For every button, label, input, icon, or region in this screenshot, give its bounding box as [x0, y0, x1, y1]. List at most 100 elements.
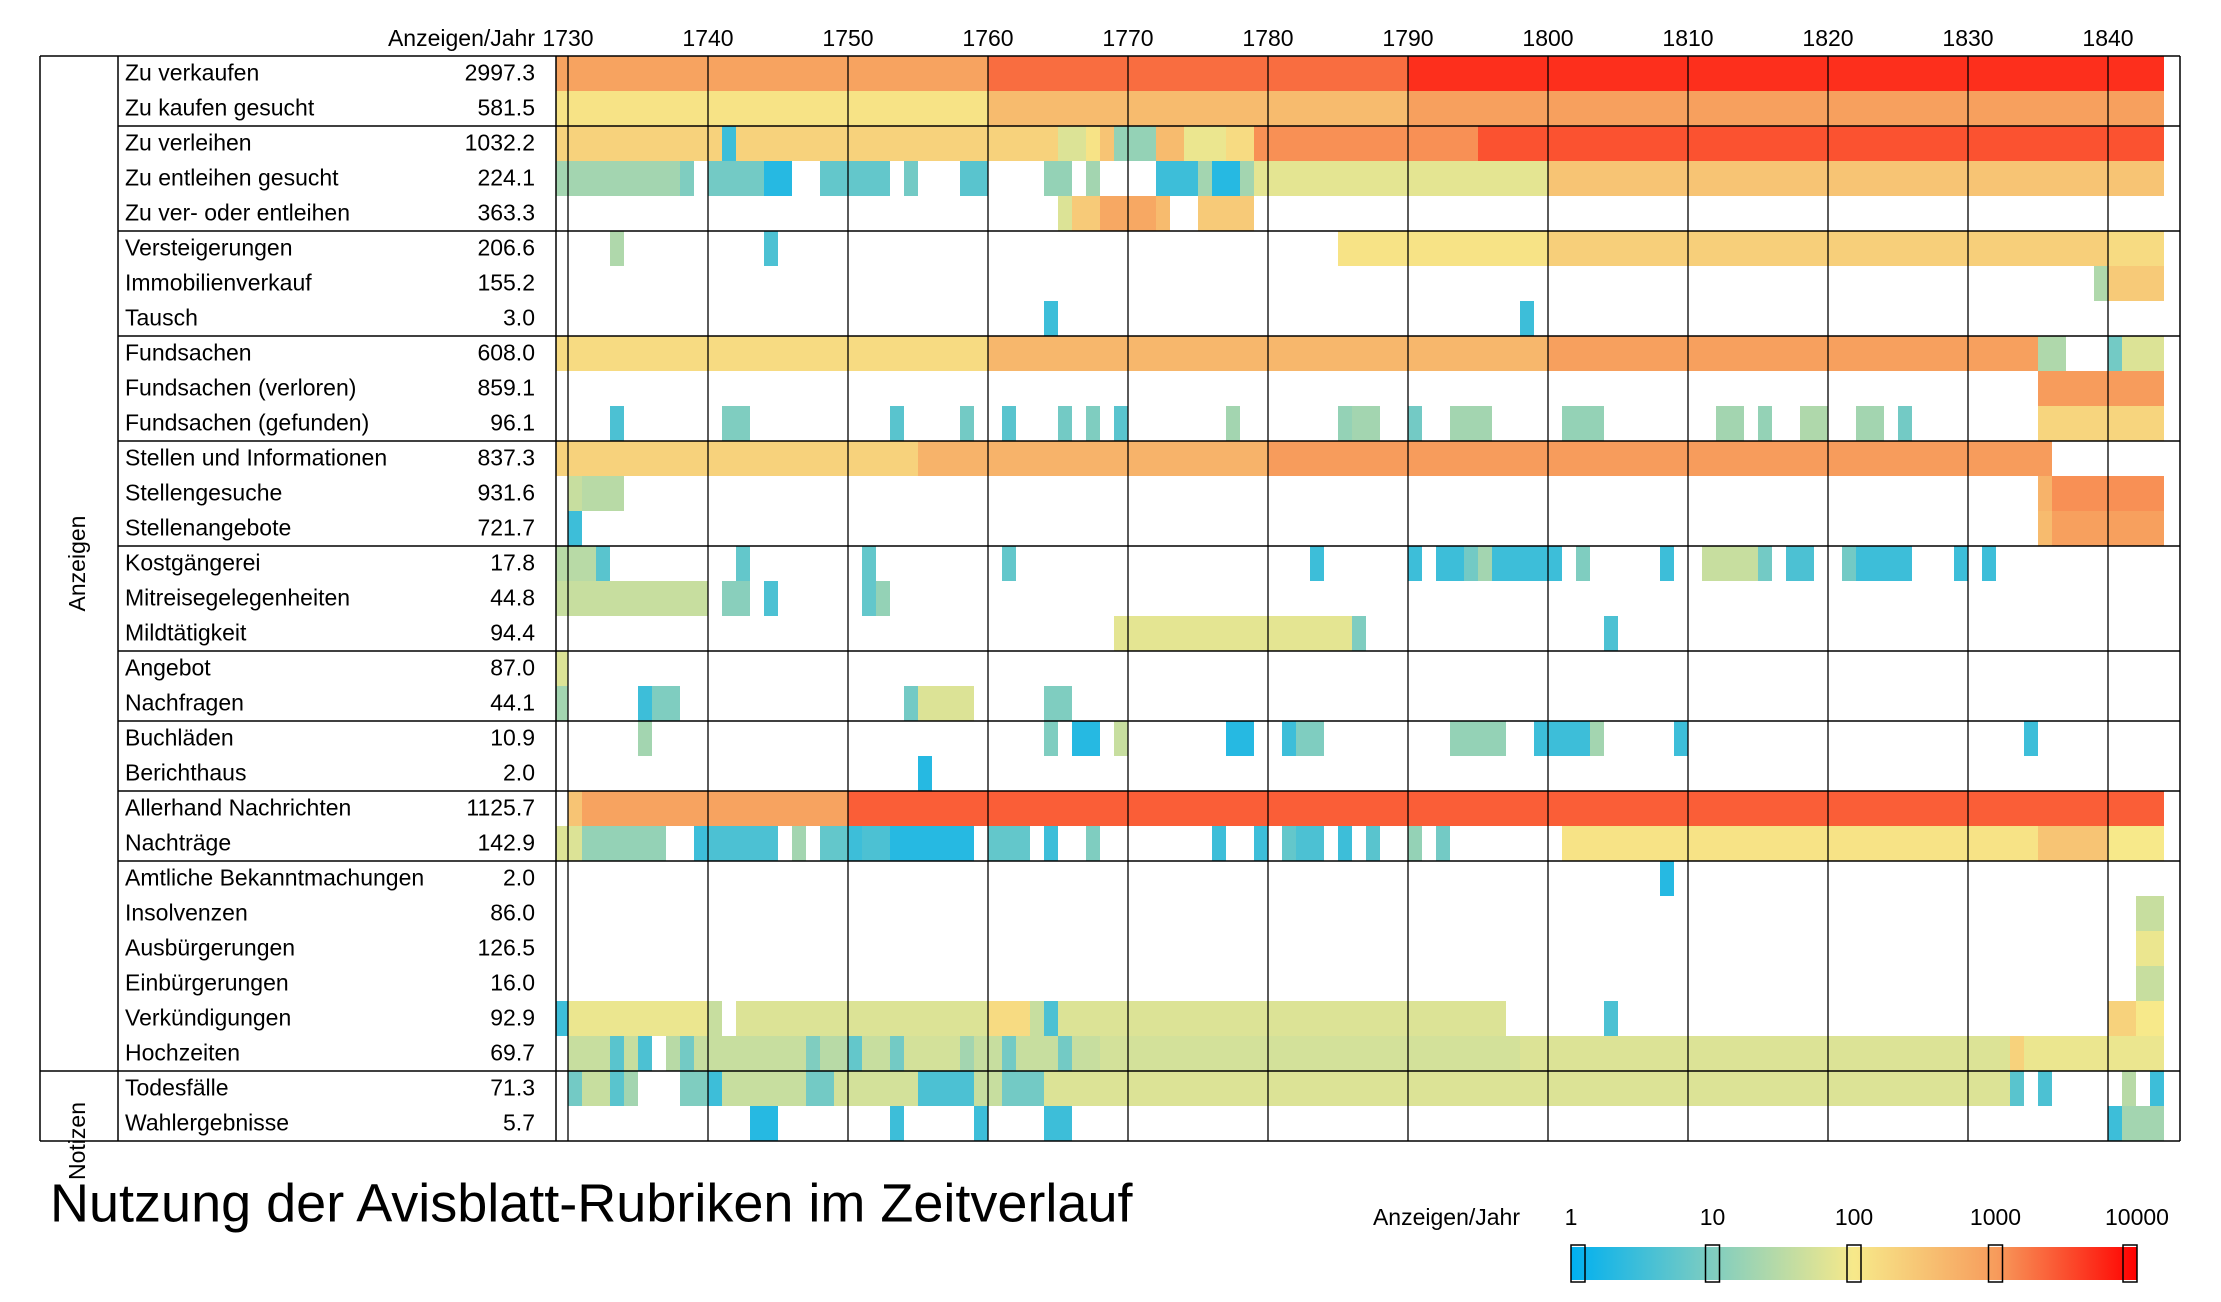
- heatmap-cell: [904, 161, 918, 196]
- heatmap-cell: [1758, 406, 1772, 441]
- heatmap-cell: [2108, 1106, 2122, 1141]
- row-label: Tausch: [125, 305, 198, 331]
- heatmap-cell: [1226, 126, 1254, 161]
- heatmap-cell: [1520, 1036, 2010, 1071]
- heatmap-cell: [556, 826, 582, 861]
- heatmap-cell: [1604, 616, 1618, 651]
- heatmap-cell: [1562, 826, 2038, 861]
- row-label: Stellen und Informationen: [125, 445, 387, 471]
- heatmap-cell: [2038, 511, 2052, 546]
- heatmap-cell: [1478, 546, 1492, 581]
- heatmap-cell: [638, 1036, 652, 1071]
- row-value: 2997.3: [465, 60, 535, 86]
- group-labels: Anzeigen Notizen: [64, 516, 90, 1180]
- row-label: Wahlergebnisse: [125, 1110, 289, 1136]
- heatmap-cell: [848, 791, 2164, 826]
- heatmap-cell: [1114, 721, 1128, 756]
- heatmap-cell: [1100, 126, 1114, 161]
- heatmap-cell: [792, 826, 806, 861]
- heatmap-cell: [1156, 161, 1198, 196]
- heatmap-cell: [988, 826, 1030, 861]
- row-label: Nachträge: [125, 830, 231, 856]
- heatmap-cell: [1408, 406, 1422, 441]
- heatmap-cell: [556, 56, 988, 91]
- x-tick-label: 1840: [2082, 25, 2133, 51]
- heatmap-cell: [624, 1036, 638, 1071]
- row-value: 206.6: [477, 235, 535, 261]
- heatmap-cell: [1352, 406, 1380, 441]
- heatmap-cell: [764, 581, 778, 616]
- heatmap-cell: [1268, 441, 2052, 476]
- row-value: 1125.7: [466, 795, 535, 821]
- heatmap-cell: [1156, 196, 1170, 231]
- heatmap-cell: [2038, 336, 2066, 371]
- heatmap-cell: [862, 826, 890, 861]
- row-label: Angebot: [125, 655, 211, 681]
- row-label: Ausbürgerungen: [125, 935, 295, 961]
- heatmap-cell: [1576, 546, 1590, 581]
- row-value: 363.3: [477, 200, 535, 226]
- heatmap-cell: [1114, 616, 1352, 651]
- heatmap-cell: [764, 161, 792, 196]
- heatmap-cell: [1758, 546, 1772, 581]
- value-column-header: Anzeigen/Jahr: [388, 25, 535, 51]
- heatmap-cell: [1044, 1071, 2010, 1106]
- heatmap-cell: [722, 581, 750, 616]
- heatmap-cell: [596, 546, 610, 581]
- row-label: Mildtätigkeit: [125, 620, 247, 646]
- x-tick-label: 1830: [1942, 25, 1993, 51]
- heatmap-cell: [1100, 1036, 1520, 1071]
- heatmap-cell: [568, 511, 582, 546]
- heatmap-cell: [1282, 826, 1296, 861]
- x-tick-label: 1800: [1522, 25, 1573, 51]
- heatmap-cell: [1002, 1036, 1016, 1071]
- heatmap-cell: [988, 1001, 1030, 1036]
- heatmap-cell: [1338, 231, 1548, 266]
- heatmap-cell: [806, 1071, 834, 1106]
- heatmap-cell: [1660, 546, 1674, 581]
- heatmap-cell: [1800, 406, 1828, 441]
- row-value: 86.0: [490, 900, 535, 926]
- heatmap-cell: [1086, 126, 1100, 161]
- heatmap-cell: [556, 651, 568, 686]
- group-label: Notizen: [64, 1102, 90, 1180]
- heatmap-cell: [2122, 1106, 2164, 1141]
- row-label: Kostgängerei: [125, 550, 261, 576]
- heatmap-cell: [2038, 476, 2052, 511]
- row-value: 224.1: [477, 165, 535, 191]
- row-label: Zu ver- oder entleihen: [125, 200, 350, 226]
- heatmap-cell: [638, 686, 652, 721]
- legend-tick-marker: [1704, 1244, 1721, 1283]
- heatmap-cell: [2038, 826, 2108, 861]
- heatmap-cell: [1352, 616, 1366, 651]
- row-value: 44.1: [490, 690, 535, 716]
- heatmap-cell: [568, 1071, 582, 1106]
- row-value: 94.4: [490, 620, 535, 646]
- heatmap-cell: [1478, 126, 2164, 161]
- heatmap-cell: [568, 791, 582, 826]
- heatmap-cell: [2094, 266, 2108, 301]
- heatmap-cell: [890, 826, 974, 861]
- heatmap-cell: [848, 1036, 862, 1071]
- heatmap-cell: [904, 1036, 960, 1071]
- x-tick-label: 1780: [1242, 25, 1293, 51]
- row-value: 2.0: [503, 865, 535, 891]
- row-value: 608.0: [477, 340, 535, 366]
- heatmap-cell: [582, 791, 848, 826]
- heatmap-cell: [1058, 1036, 1072, 1071]
- heatmap-cell: [610, 1071, 624, 1106]
- heatmap-cell: [1604, 1001, 1618, 1036]
- row-label: Insolvenzen: [125, 900, 248, 926]
- legend-tick-label: 1000: [1970, 1204, 2021, 1230]
- heatmap-cell: [722, 406, 750, 441]
- heatmap-cell: [1674, 721, 1688, 756]
- heatmap-cell: [1310, 546, 1324, 581]
- year-gridlines: [567, 56, 2109, 1141]
- heatmap-cell: [1464, 546, 1478, 581]
- heatmap-cell: [1338, 826, 1352, 861]
- heatmap-cell: [1226, 721, 1254, 756]
- heatmap-cell: [582, 476, 624, 511]
- heatmap-cell: [1856, 406, 1884, 441]
- heatmap-cell: [652, 686, 680, 721]
- heatmap-cell: [918, 686, 974, 721]
